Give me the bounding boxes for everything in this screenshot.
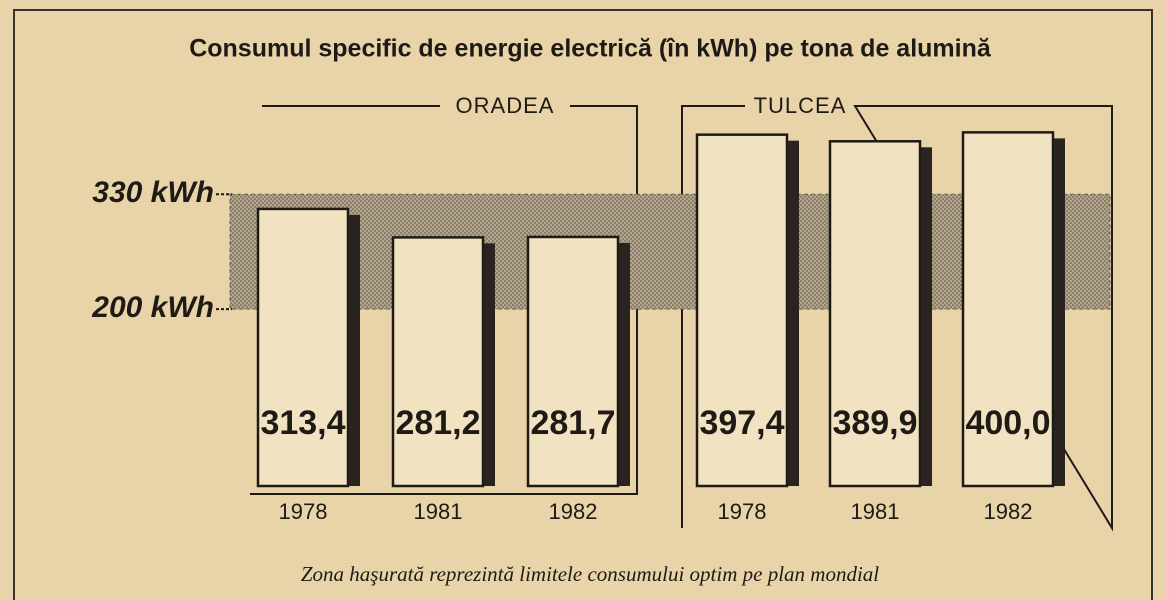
value-label: 313,4 [260,404,345,442]
bar [828,140,922,488]
bar-shadow [787,140,799,486]
group-brackets [250,105,1113,532]
value-label: 400,0 [965,404,1050,442]
bar-shadow [483,243,495,486]
value-label: 281,2 [395,404,480,442]
value-label: 281,7 [530,404,615,442]
bar [961,131,1055,488]
value-label: 389,9 [832,404,917,442]
y-tick-label: 330 kWh [92,176,214,209]
value-label: 397,4 [699,404,784,442]
bar-shadow [618,242,630,486]
x-tick-label: 1978 [279,499,328,524]
bar [526,235,620,488]
group-label: TULCEA [754,93,847,118]
chart-title: Consumul specific de energie electrică (… [189,35,992,63]
x-tick-label: 1978 [718,499,767,524]
x-tick-label: 1981 [414,499,463,524]
group-label: ORADEA [456,93,555,118]
bar-shadow [920,147,932,486]
x-tick-label: 1982 [549,499,598,524]
frame [13,9,1153,600]
x-tick-label: 1981 [851,499,900,524]
bar [256,207,350,488]
oradea-bracket [262,105,638,495]
bar-shadow [1053,138,1065,486]
bar [695,133,789,488]
caption: Zona haşurată reprezintă limitele consum… [301,562,879,586]
y-tick-label: 200 kWh [91,291,214,324]
x-tick-label: 1982 [984,499,1033,524]
bar-shadow [348,214,360,486]
bar [391,236,485,488]
